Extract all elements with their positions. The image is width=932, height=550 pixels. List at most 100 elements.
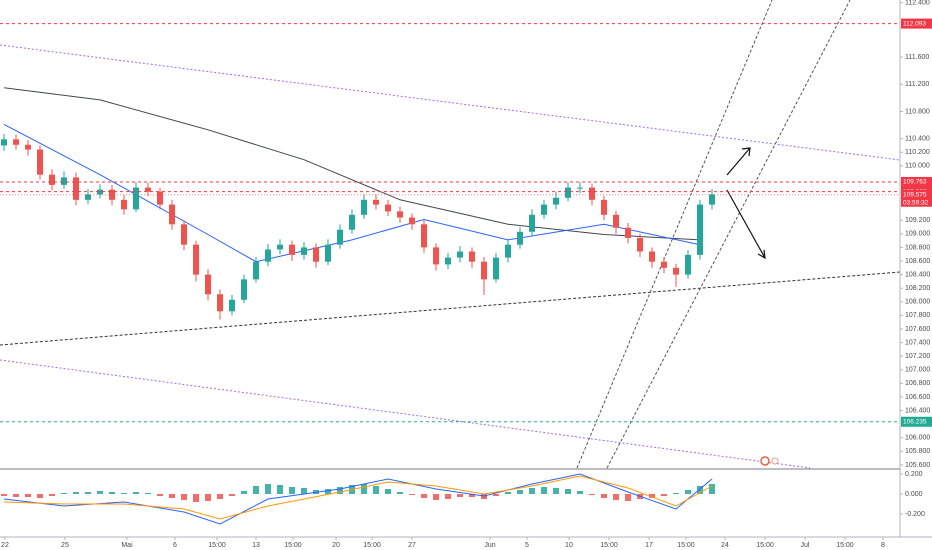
histogram-bar [564,489,571,494]
candle-body [444,257,451,265]
histogram-bar [600,494,607,498]
candle-body [396,211,403,218]
histogram-bar [444,494,451,499]
histogram-bar [180,494,187,500]
candle-body [156,191,163,205]
trend-line [606,0,851,469]
x-tick-label: 8 [881,542,885,549]
candle-body [168,204,175,225]
arrow [726,147,751,176]
y-tick-label: 110.800 [905,108,930,115]
y-tick-label: 0.000 [905,491,923,498]
price-badge [901,18,932,29]
histogram-bar [360,484,367,494]
x-tick-label: Mai [121,542,133,549]
candle-body [456,251,463,258]
x-tick-label: 17 [645,542,653,549]
histogram-bar [468,494,475,497]
candle-body [48,174,55,185]
candle-body [420,224,427,248]
y-tick-label: 106.600 [905,394,930,401]
candle-body [528,214,535,232]
price-badge [901,416,932,427]
x-tick-label: 15:00 [756,542,774,549]
histogram-bar [696,486,703,494]
candle-body [648,251,655,262]
candle-body [480,261,487,280]
candle-body [636,237,643,252]
y-tick-label: 108.600 [905,258,930,265]
event-icon[interactable] [771,457,779,465]
histogram-bar [276,485,283,494]
candle-body [504,244,511,258]
y-tick-label: -0.200 [905,511,925,518]
candle-body [576,187,583,189]
x-tick-label: 6 [173,542,177,549]
y-tick-label: 0.200 [905,471,923,478]
histogram-bar [252,486,259,494]
y-tick-label: 110.200 [905,149,930,156]
y-tick-label: 107.400 [905,339,930,346]
candle-body [84,194,91,200]
histogram-bar [516,490,523,494]
candle-body [672,267,679,275]
histogram-bar [132,492,139,494]
y-tick-label: 109.200 [905,217,930,224]
histogram-bar [492,494,499,496]
candle-body [0,139,7,146]
histogram-bar [684,490,691,494]
histogram-bar [324,489,331,494]
histogram-bar [384,489,391,494]
histogram-bar [300,488,307,494]
x-tick-label: 15:00 [836,542,854,549]
candle-body [360,199,367,215]
y-tick-label: 108.800 [905,244,930,251]
histogram-bar [36,494,43,498]
candle-body [492,257,499,280]
price-badge-label: 106.235 [903,418,927,425]
candle-body [540,204,547,215]
y-tick-label: 110.400 [905,136,930,143]
candle-body [384,204,391,212]
histogram-bar [168,494,175,498]
candle-body [36,149,43,175]
histogram-bar [408,494,415,495]
histogram-bar [420,494,427,498]
histogram-bar [336,487,343,494]
candle-body [372,199,379,205]
last-price-label: 109.575 [903,191,927,198]
histogram-bar [48,494,55,496]
histogram-bar [648,494,655,498]
candle-body [300,247,307,255]
candle-body [216,294,223,312]
candle-body [432,247,439,265]
histogram-bar [144,493,151,494]
x-tick-label: 15:00 [363,542,381,549]
candle-body [96,189,103,195]
indicator-line [3,87,701,241]
event-icon[interactable] [760,456,770,466]
last-price-badge [901,189,932,207]
x-tick-label: 13 [252,542,260,549]
channel-line [0,359,811,469]
x-tick-label: 20 [332,542,340,549]
candle-body [72,177,79,200]
histogram-bar [72,492,79,494]
histogram-bar [84,492,91,494]
candle-body [324,244,331,262]
histogram-bar [240,491,247,494]
histogram-bar [264,484,271,494]
candle-body [564,187,571,198]
y-tick-label: 105.600 [905,462,930,469]
x-tick-label: 15:00 [600,542,618,549]
y-tick-label: 110.000 [905,163,930,170]
y-tick-label: 106.400 [905,407,930,414]
histogram-bar [288,487,295,494]
x-tick-label: 25 [61,542,69,549]
candle-body [192,244,199,275]
histogram-bar [456,494,463,497]
y-tick-label: 108.400 [905,271,930,278]
candle-body [264,249,271,262]
candle-body [660,261,667,268]
